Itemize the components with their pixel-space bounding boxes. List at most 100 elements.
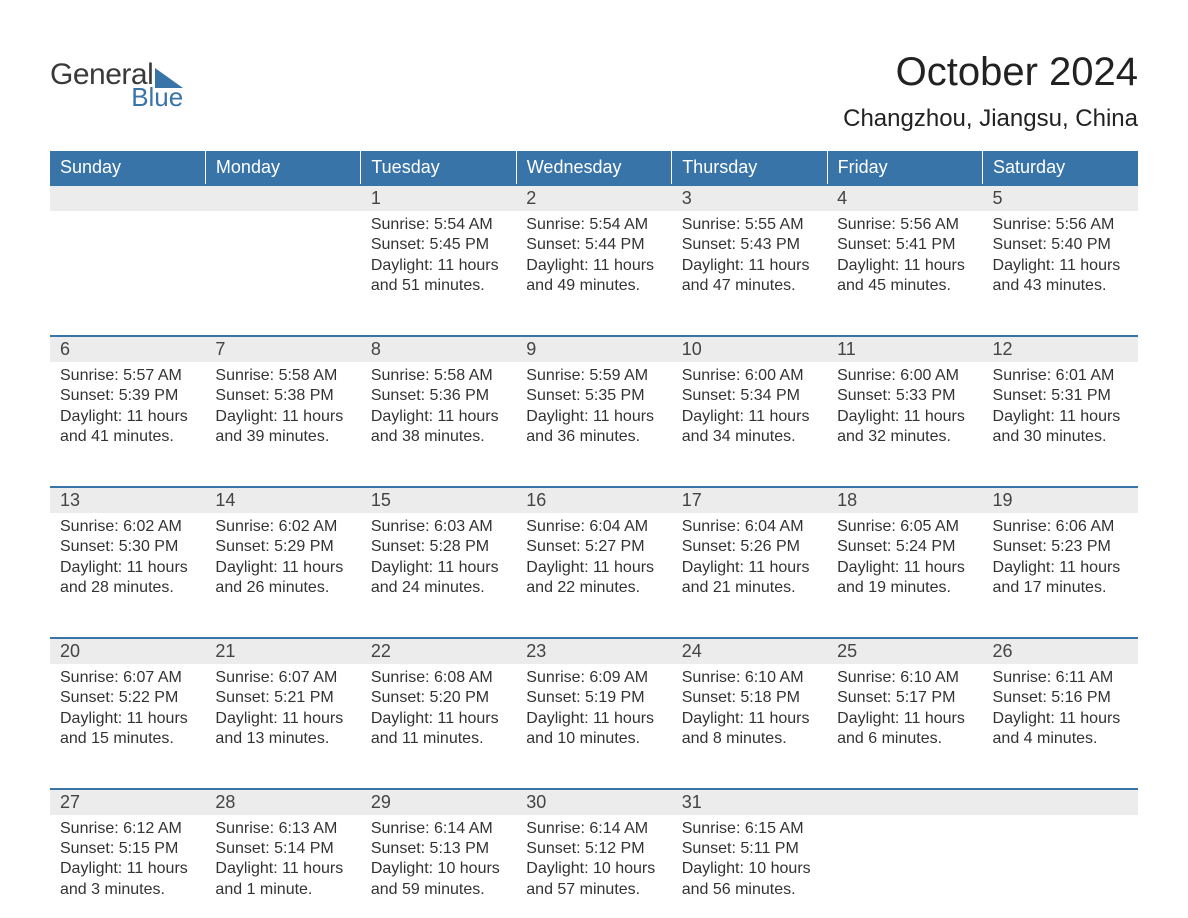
day-content-cell: Sunrise: 6:06 AMSunset: 5:23 PMDaylight:… xyxy=(983,513,1138,638)
calendar-header: SundayMondayTuesdayWednesdayThursdayFrid… xyxy=(50,151,1138,185)
header: General Blue October 2024 Changzhou, Jia… xyxy=(50,50,1138,133)
day-number-cell: 5 xyxy=(983,185,1138,211)
day-content-cell xyxy=(983,815,1138,915)
sunrise-line: Sunrise: 6:00 AM xyxy=(837,366,972,386)
day-content-cell: Sunrise: 6:04 AMSunset: 5:27 PMDaylight:… xyxy=(516,513,671,638)
daylight-line: Daylight: 11 hours and 15 minutes. xyxy=(60,709,195,750)
sunrise-line: Sunrise: 6:14 AM xyxy=(526,819,661,839)
day-number-cell: 8 xyxy=(361,336,516,362)
day-number-cell: 6 xyxy=(50,336,205,362)
day-content-cell: Sunrise: 6:13 AMSunset: 5:14 PMDaylight:… xyxy=(205,815,360,915)
day-number-cell: 14 xyxy=(205,487,360,513)
sunset-line: Sunset: 5:11 PM xyxy=(682,839,817,859)
day-content-cell: Sunrise: 6:14 AMSunset: 5:13 PMDaylight:… xyxy=(361,815,516,915)
day-number-cell: 16 xyxy=(516,487,671,513)
daylight-line: Daylight: 11 hours and 8 minutes. xyxy=(682,709,817,750)
daylight-line: Daylight: 11 hours and 34 minutes. xyxy=(682,407,817,448)
day-number-cell: 9 xyxy=(516,336,671,362)
sunset-line: Sunset: 5:13 PM xyxy=(371,839,506,859)
daylight-line: Daylight: 11 hours and 19 minutes. xyxy=(837,558,972,599)
day-content-cell: Sunrise: 6:07 AMSunset: 5:22 PMDaylight:… xyxy=(50,664,205,789)
day-number-cell: 3 xyxy=(672,185,827,211)
day-content-cell: Sunrise: 5:57 AMSunset: 5:39 PMDaylight:… xyxy=(50,362,205,487)
day-number-cell: 19 xyxy=(983,487,1138,513)
daylight-line: Daylight: 11 hours and 4 minutes. xyxy=(993,709,1128,750)
sunset-line: Sunset: 5:31 PM xyxy=(993,386,1128,406)
day-number-cell: 20 xyxy=(50,638,205,664)
day-content-cell: Sunrise: 6:03 AMSunset: 5:28 PMDaylight:… xyxy=(361,513,516,638)
daylight-line: Daylight: 10 hours and 56 minutes. xyxy=(682,859,817,900)
day-content-cell: Sunrise: 5:54 AMSunset: 5:44 PMDaylight:… xyxy=(516,211,671,336)
day-content-cell: Sunrise: 5:56 AMSunset: 5:40 PMDaylight:… xyxy=(983,211,1138,336)
daylight-line: Daylight: 11 hours and 3 minutes. xyxy=(60,859,195,900)
day-number-cell: 15 xyxy=(361,487,516,513)
sunset-line: Sunset: 5:40 PM xyxy=(993,235,1128,255)
sunrise-line: Sunrise: 6:04 AM xyxy=(526,517,661,537)
daylight-line: Daylight: 11 hours and 30 minutes. xyxy=(993,407,1128,448)
day-number-row: 12345 xyxy=(50,185,1138,211)
sunrise-line: Sunrise: 5:58 AM xyxy=(371,366,506,386)
daylight-line: Daylight: 11 hours and 28 minutes. xyxy=(60,558,195,599)
day-content-cell: Sunrise: 6:10 AMSunset: 5:18 PMDaylight:… xyxy=(672,664,827,789)
day-number-row: 6789101112 xyxy=(50,336,1138,362)
day-number-cell: 23 xyxy=(516,638,671,664)
sunrise-line: Sunrise: 6:00 AM xyxy=(682,366,817,386)
sunset-line: Sunset: 5:19 PM xyxy=(526,688,661,708)
sunset-line: Sunset: 5:16 PM xyxy=(993,688,1128,708)
day-number-row: 20212223242526 xyxy=(50,638,1138,664)
sunrise-line: Sunrise: 6:07 AM xyxy=(60,668,195,688)
calendar-table: SundayMondayTuesdayWednesdayThursdayFrid… xyxy=(50,151,1138,915)
daylight-line: Daylight: 11 hours and 43 minutes. xyxy=(993,256,1128,297)
daylight-line: Daylight: 11 hours and 26 minutes. xyxy=(215,558,350,599)
weekday-header: Thursday xyxy=(672,151,827,185)
daylight-line: Daylight: 11 hours and 45 minutes. xyxy=(837,256,972,297)
day-number-cell: 21 xyxy=(205,638,360,664)
day-content-cell: Sunrise: 5:58 AMSunset: 5:38 PMDaylight:… xyxy=(205,362,360,487)
sunrise-line: Sunrise: 6:05 AM xyxy=(837,517,972,537)
day-content-cell: Sunrise: 6:02 AMSunset: 5:29 PMDaylight:… xyxy=(205,513,360,638)
daylight-line: Daylight: 11 hours and 47 minutes. xyxy=(682,256,817,297)
sunrise-line: Sunrise: 6:10 AM xyxy=(837,668,972,688)
daylight-line: Daylight: 11 hours and 32 minutes. xyxy=(837,407,972,448)
day-number-cell: 26 xyxy=(983,638,1138,664)
day-number-cell: 10 xyxy=(672,336,827,362)
day-number-cell: 11 xyxy=(827,336,982,362)
day-content-row: Sunrise: 6:02 AMSunset: 5:30 PMDaylight:… xyxy=(50,513,1138,638)
sunset-line: Sunset: 5:17 PM xyxy=(837,688,972,708)
daylight-line: Daylight: 11 hours and 51 minutes. xyxy=(371,256,506,297)
day-content-row: Sunrise: 5:54 AMSunset: 5:45 PMDaylight:… xyxy=(50,211,1138,336)
day-number-cell: 18 xyxy=(827,487,982,513)
day-content-cell: Sunrise: 5:55 AMSunset: 5:43 PMDaylight:… xyxy=(672,211,827,336)
day-content-cell: Sunrise: 6:12 AMSunset: 5:15 PMDaylight:… xyxy=(50,815,205,915)
day-content-cell: Sunrise: 6:05 AMSunset: 5:24 PMDaylight:… xyxy=(827,513,982,638)
day-content-cell xyxy=(50,211,205,336)
day-content-cell: Sunrise: 6:10 AMSunset: 5:17 PMDaylight:… xyxy=(827,664,982,789)
sunset-line: Sunset: 5:24 PM xyxy=(837,537,972,557)
weekday-header: Monday xyxy=(205,151,360,185)
daylight-line: Daylight: 11 hours and 1 minute. xyxy=(215,859,350,900)
day-content-cell xyxy=(205,211,360,336)
day-number-cell: 7 xyxy=(205,336,360,362)
day-number-cell: 4 xyxy=(827,185,982,211)
sunset-line: Sunset: 5:18 PM xyxy=(682,688,817,708)
sunrise-line: Sunrise: 5:54 AM xyxy=(526,215,661,235)
sunrise-line: Sunrise: 6:01 AM xyxy=(993,366,1128,386)
sunrise-line: Sunrise: 6:10 AM xyxy=(682,668,817,688)
weekday-header: Saturday xyxy=(983,151,1138,185)
sunset-line: Sunset: 5:41 PM xyxy=(837,235,972,255)
day-content-cell: Sunrise: 6:02 AMSunset: 5:30 PMDaylight:… xyxy=(50,513,205,638)
daylight-line: Daylight: 11 hours and 41 minutes. xyxy=(60,407,195,448)
sunrise-line: Sunrise: 6:06 AM xyxy=(993,517,1128,537)
day-number-cell: 13 xyxy=(50,487,205,513)
sunrise-line: Sunrise: 6:12 AM xyxy=(60,819,195,839)
title-block: October 2024 Changzhou, Jiangsu, China xyxy=(843,50,1138,133)
sunset-line: Sunset: 5:34 PM xyxy=(682,386,817,406)
day-number-cell: 2 xyxy=(516,185,671,211)
sunset-line: Sunset: 5:21 PM xyxy=(215,688,350,708)
day-content-cell: Sunrise: 6:04 AMSunset: 5:26 PMDaylight:… xyxy=(672,513,827,638)
day-number-cell: 30 xyxy=(516,789,671,815)
sunset-line: Sunset: 5:43 PM xyxy=(682,235,817,255)
sunset-line: Sunset: 5:30 PM xyxy=(60,537,195,557)
logo: General Blue xyxy=(50,50,183,113)
day-number-cell xyxy=(827,789,982,815)
